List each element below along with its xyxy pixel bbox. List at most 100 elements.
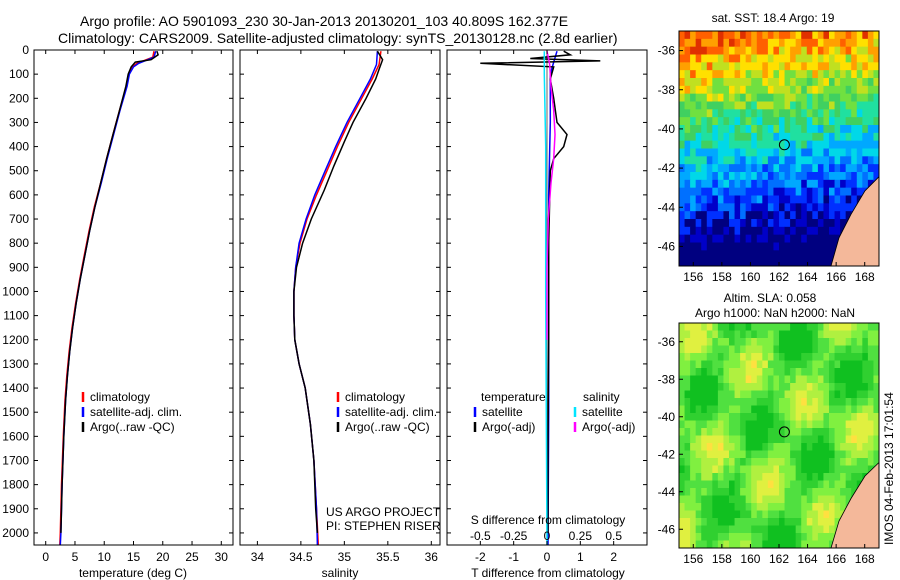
map-cell	[806, 187, 813, 196]
map-cell	[795, 488, 802, 496]
map-cell	[679, 179, 686, 189]
map-cell	[740, 540, 747, 549]
map-cell	[690, 125, 697, 134]
map-cell	[729, 125, 736, 134]
map-cell	[751, 219, 758, 228]
map-cell	[784, 203, 791, 212]
depth-tick-label: 1800	[2, 478, 29, 492]
map-cell	[784, 345, 791, 354]
map-cell	[745, 353, 752, 361]
map-cell	[823, 443, 830, 451]
map-cell	[690, 473, 697, 481]
map-cell	[851, 195, 858, 204]
map-cell	[823, 383, 830, 391]
map-cell	[823, 211, 830, 220]
map-cell	[867, 443, 874, 451]
map-cell	[873, 435, 880, 444]
map-cell	[734, 413, 741, 421]
map-cell	[712, 156, 719, 165]
map-cell	[767, 179, 774, 189]
map-cell	[684, 443, 691, 451]
map-cell	[751, 125, 758, 134]
map-cell	[790, 203, 797, 212]
map-cell	[740, 420, 747, 429]
map-cell	[740, 125, 747, 134]
map-cell	[723, 78, 730, 87]
map-cell	[817, 211, 824, 220]
map-cell	[690, 46, 697, 55]
map-cell	[701, 458, 708, 466]
map-cell	[823, 518, 830, 526]
map-cell	[806, 70, 813, 79]
map-cell	[740, 132, 747, 142]
map-cell	[801, 510, 808, 519]
map-cell	[806, 242, 813, 251]
map-cell	[723, 179, 730, 189]
map-cell	[717, 258, 724, 267]
map-cell	[829, 518, 836, 526]
map-cell	[779, 353, 786, 361]
map-cell	[740, 179, 747, 189]
map-cell	[862, 140, 869, 149]
map-cell	[823, 495, 830, 504]
map-cell	[695, 117, 702, 126]
map-cell	[706, 518, 713, 526]
map-cell	[845, 62, 852, 71]
map-cell	[845, 54, 852, 63]
map-cell	[823, 234, 830, 243]
map-cell	[723, 338, 730, 346]
map-cell	[867, 435, 874, 444]
map-cell	[695, 465, 702, 474]
map-cell	[767, 211, 774, 220]
map-cell	[706, 93, 713, 102]
depth-tick-label: 1300	[2, 357, 29, 371]
map-cell	[834, 54, 841, 63]
map-cell	[740, 503, 747, 511]
map-cell	[762, 465, 769, 474]
map-cell	[806, 78, 813, 87]
map-cell	[740, 93, 747, 102]
map-cell	[729, 465, 736, 474]
map-cell	[701, 70, 708, 79]
map-cell	[806, 132, 813, 142]
map-cell	[851, 405, 858, 414]
map-cell	[706, 46, 713, 55]
map-cell	[856, 46, 863, 55]
map-cell	[695, 458, 702, 466]
map-cell	[795, 458, 802, 466]
x-top-tick-label: 0.5	[605, 529, 622, 543]
map-cell	[740, 480, 747, 489]
map-cell	[801, 488, 808, 496]
map-cell	[845, 353, 852, 361]
map-cell	[679, 156, 686, 165]
map-cell	[812, 31, 819, 40]
map-cell	[790, 101, 797, 110]
map-cell	[701, 125, 708, 134]
map-cell	[706, 450, 713, 459]
map-cell	[779, 78, 786, 87]
map-cell	[773, 132, 780, 142]
map-cell	[756, 465, 763, 474]
map-cell	[779, 195, 786, 204]
map-cell	[701, 179, 708, 189]
map-cell	[745, 510, 752, 519]
map-cell	[823, 203, 830, 212]
legend-label: Argo(-adj)	[582, 420, 635, 434]
map-cell	[706, 85, 713, 95]
map-cell	[840, 125, 847, 134]
map-cell	[712, 109, 719, 118]
map-cell	[740, 46, 747, 55]
map-cell	[779, 465, 786, 474]
map-cell	[723, 540, 730, 549]
map-cell	[740, 195, 747, 204]
map-cell	[773, 420, 780, 429]
map-cell	[706, 413, 713, 421]
map-cell	[801, 250, 808, 259]
map-cell	[801, 242, 808, 251]
map-cell	[856, 345, 863, 354]
map-cell	[684, 85, 691, 95]
map-cell	[734, 488, 741, 496]
map-cell	[873, 353, 880, 361]
map-cell	[701, 428, 708, 436]
map-cell	[829, 353, 836, 361]
